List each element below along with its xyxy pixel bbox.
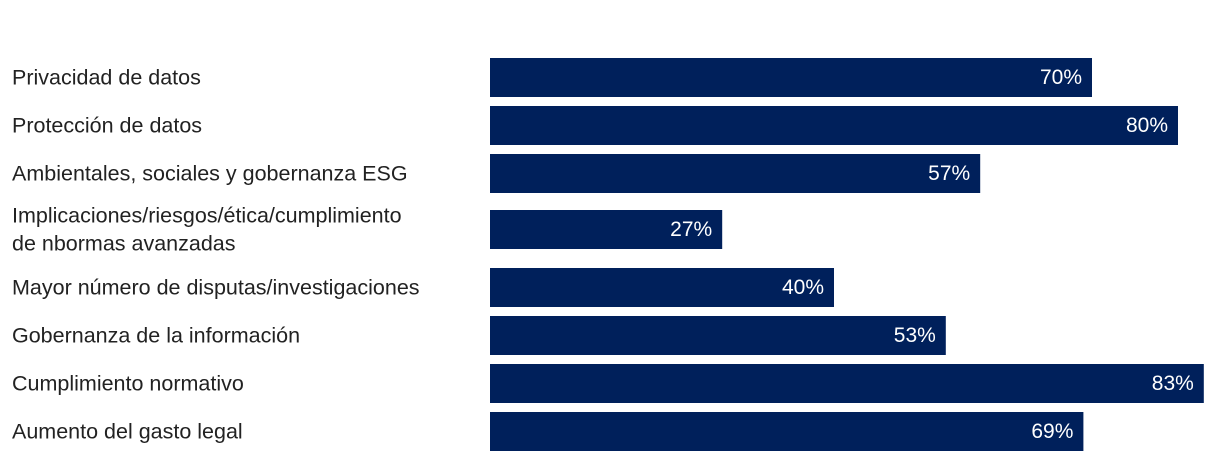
value-label-8: 69% bbox=[1031, 420, 1073, 443]
category-label-1: Privacidad de datos bbox=[12, 66, 201, 90]
category-label-6: Gobernanza de la información bbox=[12, 324, 300, 348]
category-label-3: Ambientales, sociales y gobernanza ESG bbox=[12, 162, 408, 186]
bar-2 bbox=[490, 106, 1178, 145]
bar-7 bbox=[490, 364, 1204, 403]
value-label-3: 57% bbox=[928, 162, 970, 185]
category-label-7: Cumplimiento normativo bbox=[12, 372, 244, 396]
category-label-line: Cumplimiento normativo bbox=[12, 372, 244, 396]
category-label-line: Gobernanza de la información bbox=[12, 324, 300, 348]
category-labels-group: Privacidad de datos Protección de datos Am… bbox=[12, 66, 420, 444]
category-label-line: de nbormas avanzadas bbox=[12, 232, 236, 256]
bar-5 bbox=[490, 268, 834, 307]
value-label-2: 80% bbox=[1126, 114, 1168, 137]
bars-group bbox=[490, 58, 1204, 451]
value-labels-group: 70% 80% 57% 27% 40% 53% 83% 69% bbox=[670, 66, 1194, 443]
bar-4 bbox=[490, 210, 723, 249]
category-label-5: Mayor número de disputas/investigaciones bbox=[12, 276, 420, 300]
category-label-line: Protección de datos bbox=[12, 114, 202, 138]
bar-8 bbox=[490, 412, 1084, 451]
bar-3 bbox=[490, 154, 981, 193]
category-label-2: Protección de datos bbox=[12, 114, 202, 138]
category-label-line: Aumento del gasto legal bbox=[12, 420, 243, 444]
value-label-4: 27% bbox=[670, 218, 712, 241]
value-label-5: 40% bbox=[782, 276, 824, 299]
value-label-1: 70% bbox=[1040, 66, 1082, 89]
bar-1 bbox=[490, 58, 1092, 97]
value-label-7: 83% bbox=[1152, 372, 1194, 395]
category-label-line: Mayor número de disputas/investigaciones bbox=[12, 276, 420, 300]
category-label-line: Ambientales, sociales y gobernanza ESG bbox=[12, 162, 408, 186]
category-label-line: Privacidad de datos bbox=[12, 66, 201, 90]
category-label-8: Aumento del gasto legal bbox=[12, 420, 243, 444]
bar-6 bbox=[490, 316, 946, 355]
value-label-6: 53% bbox=[894, 324, 936, 347]
category-label-4: Implicaciones/riesgos/ética/cumplimiento… bbox=[12, 204, 402, 256]
category-label-line: Implicaciones/riesgos/ética/cumplimiento bbox=[12, 204, 402, 228]
